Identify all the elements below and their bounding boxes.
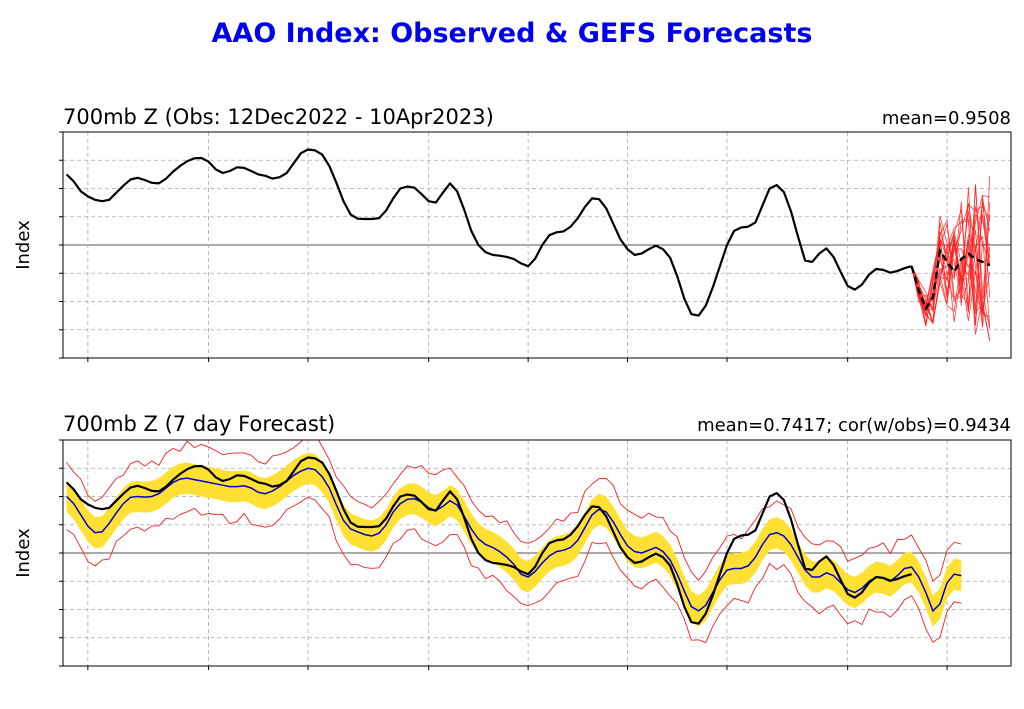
panel-stat: mean=0.9508 (882, 108, 1011, 129)
panel-title: 700mb Z (7 day Forecast) (63, 412, 335, 436)
y-axis-label: Index (13, 528, 34, 578)
ensemble-member-line (911, 185, 991, 329)
panel-stat: mean=0.7417; cor(w/obs)=0.9434 (697, 415, 1011, 436)
envelope-lower-line (66, 496, 962, 644)
ensemble-member-line (911, 214, 991, 311)
y-axis-label: Index (13, 220, 34, 270)
ensemble-member-line (911, 202, 991, 323)
main-title: AAO Index: Observed & GEFS Forecasts (211, 18, 813, 49)
envelope-upper-line (66, 440, 962, 582)
panel-title: 700mb Z (Obs: 12Dec2022 - 10Apr2023) (63, 105, 494, 129)
observed-line (65, 456, 912, 625)
ensemble-mean-line (66, 467, 962, 613)
forecast-spread-band (66, 452, 962, 627)
observed-line (65, 148, 912, 317)
forecast-panel: 700mb Z (7 day Forecast) mean=0.7417; co… (13, 412, 1012, 670)
forecast-mean-line (910, 247, 991, 312)
observed-panel: 700mb Z (Obs: 12Dec2022 - 10Apr2023) mea… (13, 105, 1012, 362)
